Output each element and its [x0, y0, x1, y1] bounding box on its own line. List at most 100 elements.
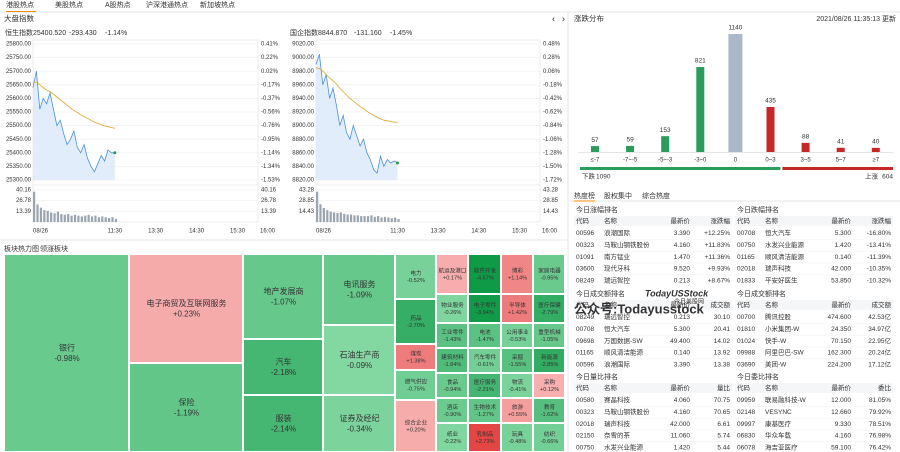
table-cell[interactable]: 00323 — [576, 242, 594, 249]
table-cell[interactable]: 06078 — [737, 444, 755, 451]
table-cell[interactable]: 顺风清洁能源 — [765, 252, 805, 261]
table-cell[interactable]: 水发兴业能源 — [604, 442, 644, 451]
table-cell[interactable]: 恒大汽车 — [604, 324, 631, 333]
table-cell[interactable]: 01810 — [737, 326, 755, 333]
table-cell[interactable]: 南方锰业 — [604, 252, 631, 261]
table-cell[interactable]: 小米集团-W — [765, 324, 800, 333]
table-cell[interactable]: 03690 — [737, 361, 755, 368]
nav-tab[interactable]: 港股热点 — [6, 0, 34, 9]
heatmap-cell[interactable] — [396, 371, 435, 399]
nav-tab[interactable]: 沪深港通热点 — [146, 0, 188, 9]
nav-tab[interactable]: 美股热点 — [55, 0, 83, 9]
heatmap-cell[interactable] — [324, 255, 394, 324]
heatmap-cell[interactable] — [502, 324, 532, 347]
table-cell[interactable]: 08249 — [576, 277, 594, 284]
table-cell[interactable]: 奈雪的茶 — [604, 431, 631, 440]
table-cell[interactable]: 02018 — [576, 421, 594, 428]
nav-tab[interactable]: 新加坡热点 — [200, 0, 235, 9]
heatmap-cell[interactable] — [396, 255, 435, 298]
rank-tab[interactable]: 热度榜 — [574, 191, 595, 200]
table-cell[interactable]: 01165 — [737, 254, 755, 261]
heatmap-cell[interactable] — [534, 295, 564, 322]
table-cell[interactable]: 现代牙科 — [604, 264, 631, 273]
heatmap-cell[interactable] — [437, 255, 467, 293]
heatmap-cell[interactable] — [502, 374, 532, 397]
heatmap-cell[interactable] — [534, 324, 564, 347]
table-cell[interactable]: 01091 — [576, 254, 594, 261]
table-cell[interactable]: 顺风清洁能源 — [604, 348, 644, 357]
heatmap-cell[interactable] — [130, 255, 242, 362]
table-cell[interactable]: 浪潮国际 — [604, 228, 631, 237]
heatmap-cell[interactable] — [437, 349, 467, 372]
table-cell[interactable]: 01833 — [737, 277, 755, 284]
heatmap-cell[interactable] — [534, 424, 564, 451]
heatmap-cell[interactable] — [502, 255, 532, 293]
table-cell[interactable]: 06830 — [737, 433, 755, 440]
heatmap-cell[interactable] — [534, 255, 564, 293]
table-cell[interactable]: 联易融科技-W — [765, 395, 807, 404]
heatmap-cell[interactable] — [396, 300, 435, 343]
heatmap-cell[interactable] — [469, 349, 500, 372]
heatmap-cell[interactable] — [502, 295, 532, 322]
table-cell[interactable]: 瑞远智控 — [604, 275, 631, 284]
table-cell[interactable]: 马鞍山钢铁股份 — [604, 407, 650, 416]
table-cell[interactable]: 01165 — [576, 350, 594, 357]
table-cell[interactable]: 03600 — [576, 266, 594, 273]
heatmap-cell[interactable] — [437, 295, 467, 322]
table-cell[interactable]: 00708 — [737, 230, 755, 237]
table-cell[interactable]: 万国数据-SW — [604, 336, 644, 345]
table-cell[interactable]: 阿里巴巴-SW — [765, 348, 805, 357]
heatmap-cell[interactable] — [502, 349, 532, 372]
table-cell[interactable]: 浪潮国际 — [604, 359, 631, 368]
heatmap-cell[interactable] — [437, 399, 467, 422]
table-cell[interactable]: 平安好医生 — [765, 275, 798, 284]
heatmap-cell[interactable] — [437, 324, 467, 347]
heatmap-cell[interactable] — [534, 374, 564, 397]
nav-tab[interactable]: A股热点 — [105, 0, 131, 9]
table-cell[interactable]: 华众车载 — [765, 431, 792, 440]
table-cell[interactable]: VESYNC — [765, 409, 792, 416]
heatmap-cell[interactable] — [502, 399, 532, 422]
heatmap-cell[interactable] — [469, 255, 500, 293]
table-cell[interactable]: 09997 — [737, 421, 755, 428]
table-cell[interactable]: 09988 — [737, 350, 755, 357]
heatmap-cell[interactable] — [502, 424, 532, 451]
table-cell[interactable]: 瑞远智控 — [604, 312, 631, 321]
heatmap-cell[interactable] — [469, 324, 500, 347]
table-cell[interactable]: 01024 — [737, 338, 755, 345]
sector-tab[interactable]: 领涨板块 — [40, 244, 68, 253]
table-cell[interactable]: 00708 — [576, 326, 594, 333]
heatmap-cell[interactable] — [437, 424, 467, 451]
table-cell[interactable]: 02150 — [576, 433, 594, 440]
heatmap-cell[interactable] — [244, 255, 322, 338]
table-cell[interactable]: 快手-W — [765, 336, 787, 345]
table-cell[interactable]: 02018 — [737, 266, 755, 273]
rank-tab[interactable]: 股权集中 — [604, 191, 632, 200]
heatmap-cell[interactable] — [396, 401, 435, 451]
table-cell[interactable]: 赛晶科技 — [604, 395, 631, 404]
table-cell[interactable]: 马鞍山钢铁股份 — [604, 240, 650, 249]
heatmap-cell[interactable] — [324, 396, 394, 451]
heatmap-cell[interactable] — [244, 396, 322, 451]
table-cell[interactable]: 恒大汽车 — [765, 228, 792, 237]
heatmap-cell[interactable] — [5, 255, 128, 451]
heatmap-cell[interactable] — [534, 399, 564, 422]
next-button[interactable]: › — [562, 13, 565, 23]
table-cell[interactable]: 腾讯控股 — [765, 312, 792, 321]
table-cell[interactable]: 瑞声科技 — [765, 264, 792, 273]
table-cell[interactable]: 00750 — [737, 242, 755, 249]
heatmap-cell[interactable] — [469, 424, 500, 451]
heatmap-cell[interactable] — [469, 374, 500, 397]
table-cell[interactable]: 08249 — [576, 314, 594, 321]
heatmap-cell[interactable] — [437, 374, 467, 397]
rank-tab[interactable]: 综合热度 — [642, 191, 670, 200]
table-cell[interactable]: 00323 — [576, 409, 594, 416]
table-cell[interactable]: 美团-W — [765, 359, 787, 368]
table-cell[interactable]: 海吉亚医疗 — [765, 442, 798, 451]
heatmap-cell[interactable] — [534, 349, 564, 372]
table-cell[interactable]: 02148 — [737, 409, 755, 416]
table-cell[interactable]: 00750 — [576, 444, 594, 451]
heatmap-cell[interactable] — [396, 345, 435, 369]
table-cell[interactable]: 00700 — [737, 314, 755, 321]
table-cell[interactable]: 瑞声科技 — [604, 419, 631, 428]
